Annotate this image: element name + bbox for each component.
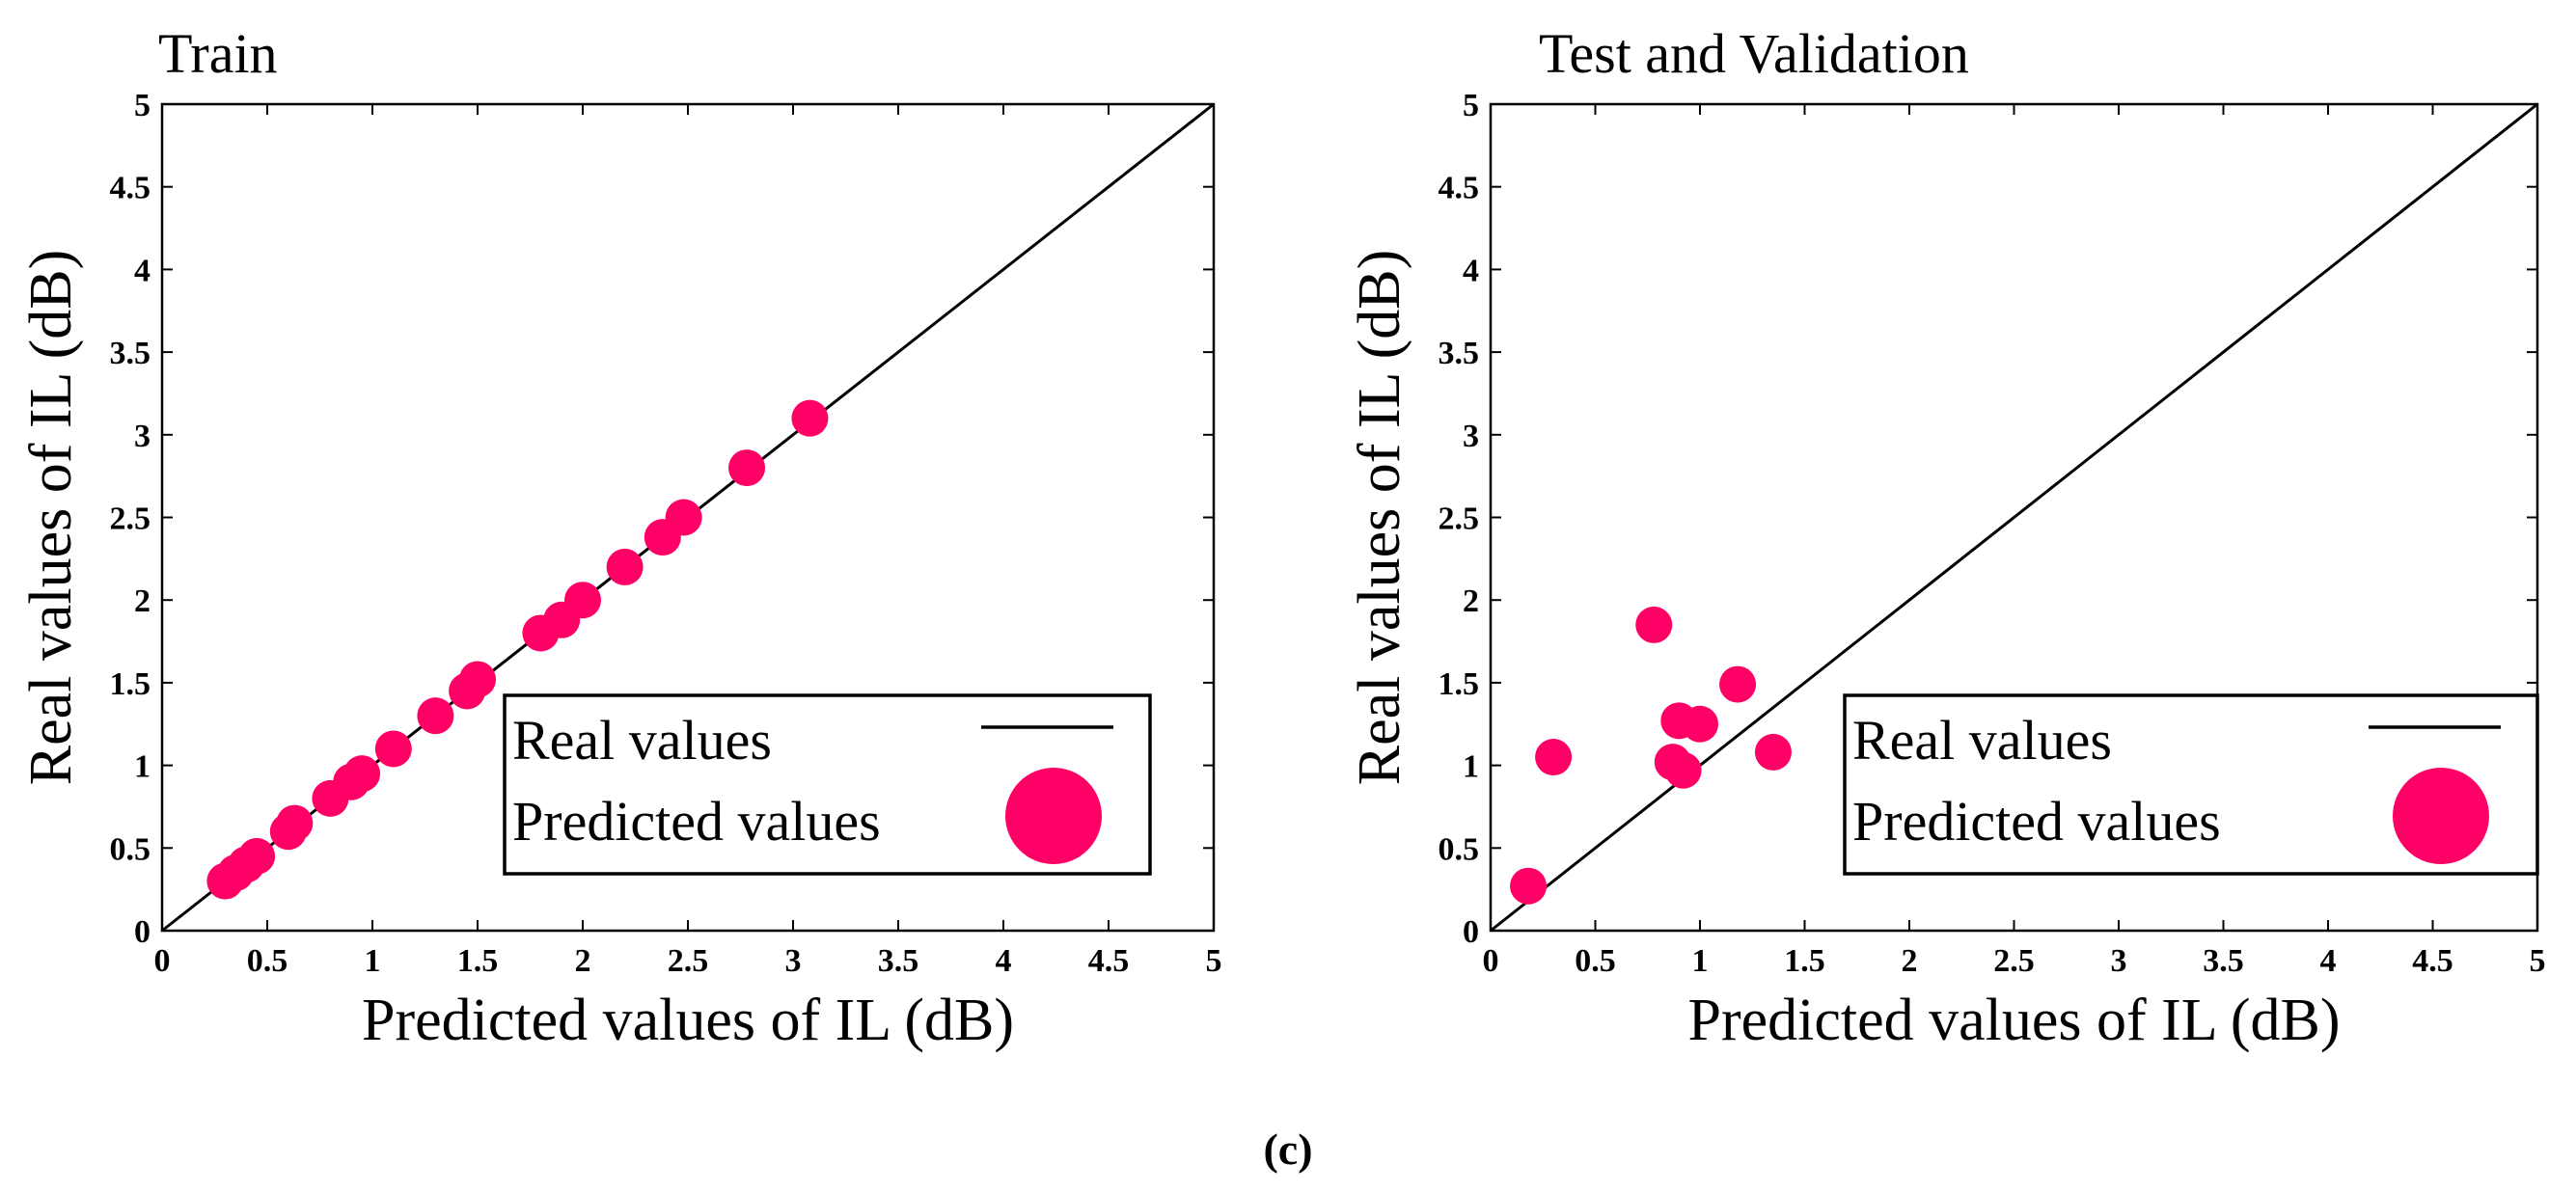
x-tick-label: 4.5 bbox=[1088, 943, 1130, 979]
legend-label-real: Real values bbox=[512, 709, 772, 772]
data-point bbox=[459, 661, 496, 698]
x-tick-label: 3 bbox=[785, 943, 802, 979]
y-tick-label: 1 bbox=[134, 749, 151, 785]
y-tick-label: 3 bbox=[1463, 419, 1479, 454]
data-point bbox=[665, 499, 702, 536]
x-tick-label: 3 bbox=[2111, 943, 2127, 979]
data-point bbox=[1664, 751, 1702, 789]
data-point bbox=[606, 548, 644, 585]
x-tick-label: 5 bbox=[1206, 943, 1222, 979]
y-tick-label: 0.5 bbox=[110, 831, 151, 867]
chart-title: Train bbox=[158, 22, 278, 85]
x-tick-label: 0.5 bbox=[247, 943, 288, 979]
y-tick-label: 1.5 bbox=[1439, 666, 1480, 702]
x-tick-label: 2 bbox=[575, 943, 591, 979]
y-tick-label: 1 bbox=[1463, 749, 1479, 785]
x-tick-label: 0.5 bbox=[1575, 943, 1616, 979]
x-tick-label: 2.5 bbox=[668, 943, 709, 979]
y-tick-label: 4 bbox=[1463, 253, 1479, 288]
x-tick-label: 3.5 bbox=[2203, 943, 2244, 979]
x-tick-label: 2.5 bbox=[1993, 943, 2035, 979]
data-point bbox=[1754, 733, 1792, 771]
y-tick-label: 2 bbox=[1463, 583, 1479, 619]
data-point bbox=[1719, 665, 1757, 703]
legend-label-real: Real values bbox=[1852, 709, 2112, 772]
x-axis-label: Predicted values of IL (dB) bbox=[1687, 988, 2340, 1053]
data-point bbox=[791, 399, 829, 437]
data-point bbox=[276, 804, 314, 842]
y-tick-label: 2.5 bbox=[1439, 502, 1480, 537]
data-point bbox=[374, 730, 412, 768]
y-tick-label: 3 bbox=[134, 419, 151, 454]
x-tick-label: 0 bbox=[154, 943, 171, 979]
y-tick-label: 4.5 bbox=[110, 171, 151, 206]
y-tick-label: 3.5 bbox=[110, 336, 151, 371]
legend-label-predicted: Predicted values bbox=[1852, 790, 2221, 853]
x-tick-label: 4 bbox=[2320, 943, 2337, 979]
legend-marker-swatch bbox=[1005, 768, 1102, 864]
x-tick-label: 4 bbox=[996, 943, 1012, 979]
x-tick-label: 0 bbox=[1483, 943, 1499, 979]
figure-caption: (c) bbox=[1263, 1125, 1312, 1174]
legend-label-predicted: Predicted values bbox=[512, 790, 881, 853]
train-chart: 0 0.5 1 1.5 2 2.5 3 3.5 4 4.5 5 0 0.5 1 1.5 2 2.5 3 3.5 4 4.… bbox=[18, 22, 1222, 1053]
y-tick-label: 2 bbox=[134, 583, 151, 619]
reference-line bbox=[1490, 102, 2538, 933]
x-tick-label: 2 bbox=[1902, 943, 1918, 979]
y-tick-label: 5 bbox=[1463, 88, 1479, 123]
x-tick-label: 4.5 bbox=[2412, 943, 2453, 979]
x-tick-label: 1.5 bbox=[1784, 943, 1825, 979]
x-tick-label: 1 bbox=[365, 943, 381, 979]
y-axis-label: Real values of IL (dB) bbox=[18, 250, 84, 786]
y-axis-label: Real values of IL (dB) bbox=[1347, 250, 1412, 786]
data-point bbox=[1635, 606, 1673, 643]
y-tick-label: 4 bbox=[134, 253, 151, 288]
y-tick-label: 5 bbox=[134, 88, 151, 123]
x-tick-label: 1.5 bbox=[457, 943, 499, 979]
y-tick-label: 0 bbox=[1463, 914, 1479, 950]
data-point bbox=[343, 755, 381, 793]
data-point bbox=[564, 582, 601, 619]
data-point bbox=[238, 837, 276, 875]
y-tick-label: 4.5 bbox=[1439, 171, 1480, 206]
x-tick-label: 5 bbox=[2530, 943, 2546, 979]
x-axis-label: Predicted values of IL (dB) bbox=[362, 988, 1014, 1053]
data-point bbox=[1510, 867, 1548, 905]
y-tick-label: 1.5 bbox=[110, 666, 151, 702]
y-tick-label: 2.5 bbox=[110, 502, 151, 537]
y-tick-label: 0.5 bbox=[1439, 831, 1480, 867]
data-point bbox=[728, 449, 766, 487]
test-validation-chart: 0 0.5 1 1.5 2 2.5 3 3.5 4 4.5 5 0 0.5 1 1.5 2 2.5 3 3.5 4 4.… bbox=[1347, 22, 2546, 1053]
data-point bbox=[417, 697, 454, 735]
x-tick-label: 1 bbox=[1692, 943, 1709, 979]
chart-title: Test and Validation bbox=[1539, 22, 1969, 85]
legend-marker-swatch bbox=[2393, 768, 2489, 864]
y-tick-label: 3.5 bbox=[1439, 336, 1480, 371]
data-point bbox=[1682, 705, 1718, 743]
y-tick-label: 0 bbox=[134, 914, 151, 950]
x-tick-label: 3.5 bbox=[878, 943, 919, 979]
data-point bbox=[1535, 739, 1573, 776]
